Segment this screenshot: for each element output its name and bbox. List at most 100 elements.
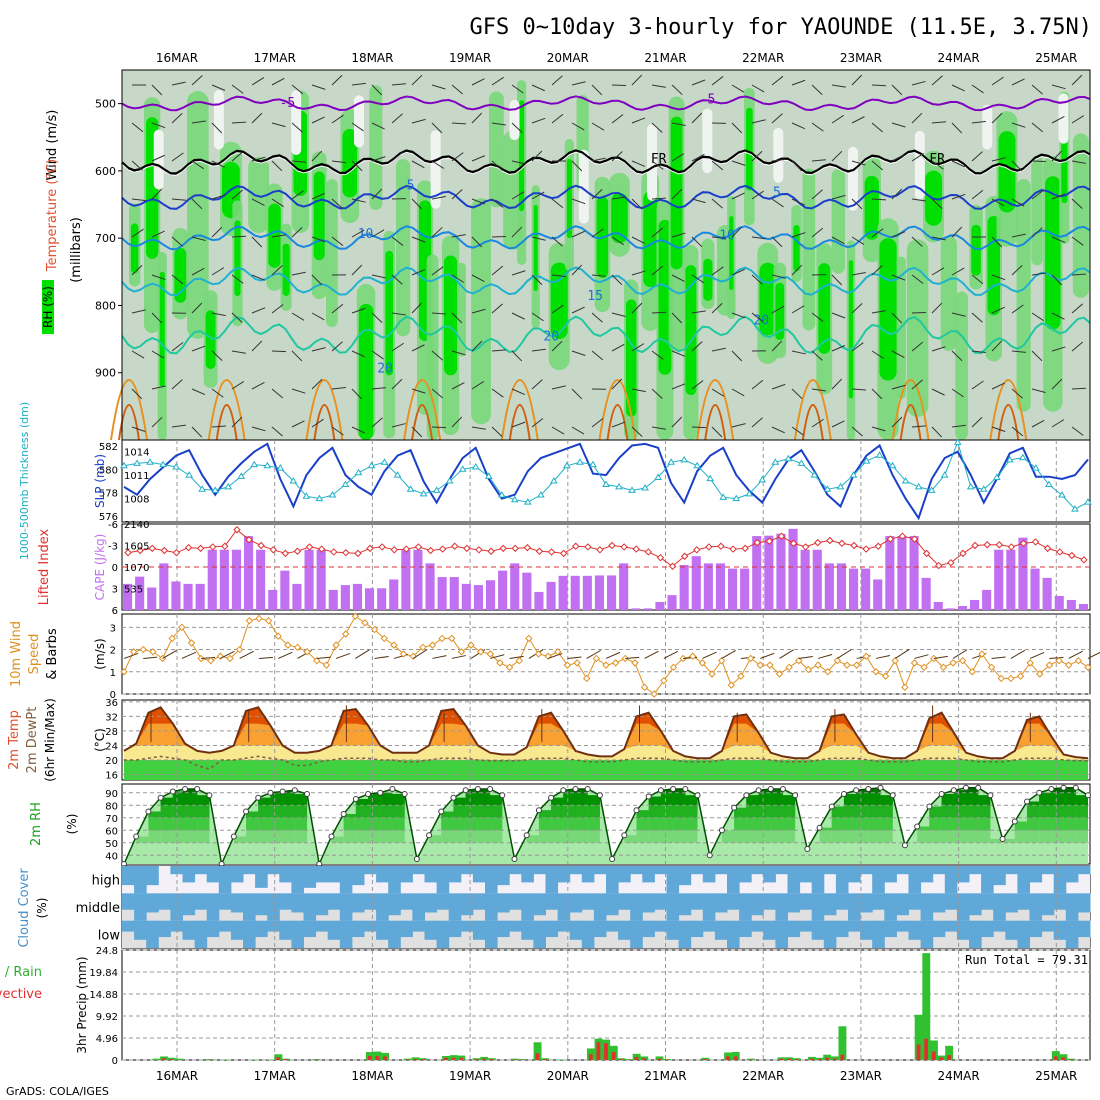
cloud-bar-low	[436, 920, 450, 948]
li-point	[1019, 539, 1028, 548]
wind-barb	[631, 117, 646, 124]
wind10-point	[1016, 672, 1025, 680]
li-point	[499, 544, 507, 553]
wind-barb	[831, 84, 846, 88]
wind-barb	[491, 198, 504, 208]
wind-barb	[691, 310, 706, 314]
wind-barb	[951, 388, 964, 398]
thickness-point	[172, 462, 180, 470]
contour-label: 10	[358, 227, 374, 242]
wind-barb	[451, 152, 464, 162]
wind10-point	[332, 641, 340, 649]
cape-bar	[861, 568, 871, 610]
cloud-bar-middle	[364, 893, 377, 910]
precip-convective-bar	[596, 1042, 601, 1060]
wind-barb	[211, 267, 225, 276]
wind-barb	[211, 350, 223, 361]
cape-bar	[691, 556, 701, 610]
wind10-point	[708, 670, 716, 678]
li-point	[862, 545, 870, 553]
temp-contour-25	[989, 379, 1028, 441]
wind-barb	[451, 234, 466, 238]
cloud-bar-high	[291, 866, 304, 894]
thickness-tick-label: 582	[99, 442, 118, 453]
wind-barb	[811, 418, 824, 428]
thickness-point	[875, 451, 884, 458]
wind-barb	[591, 274, 606, 277]
wind-barb	[851, 342, 864, 352]
wind-barb	[151, 416, 163, 428]
thickness-point	[159, 460, 167, 468]
precip-total-bar	[533, 1042, 542, 1060]
li-point	[559, 549, 568, 558]
thickness-point	[393, 471, 402, 478]
cloud-bar-middle	[557, 893, 571, 921]
wind-barb	[631, 388, 646, 393]
wind10-point	[901, 683, 909, 692]
precip-total-bar	[929, 1040, 938, 1060]
precip-convective-bar	[444, 1057, 448, 1060]
wind-barb	[131, 198, 146, 202]
rh-mid-area	[1072, 133, 1089, 298]
wind-barb	[271, 388, 284, 399]
wind-barb	[951, 312, 966, 317]
rh2-point	[609, 856, 616, 862]
wind10-point	[824, 668, 832, 676]
cloud-bar-middle	[1041, 893, 1055, 916]
rh-high-area	[205, 310, 216, 369]
wind-barb	[271, 77, 285, 86]
wind-barb	[231, 121, 247, 124]
rh2-shade	[477, 789, 491, 793]
wind-barb	[491, 426, 503, 437]
rh2-shade	[660, 790, 674, 793]
rh2-point	[621, 832, 628, 839]
wind-barb	[551, 236, 563, 247]
li-point	[330, 548, 338, 556]
thickness-point	[380, 458, 389, 465]
rh2-shade	[197, 795, 210, 806]
cape-bar	[292, 583, 302, 610]
cloud-bar-middle	[714, 893, 728, 913]
thickness-point	[823, 485, 832, 492]
cloud-bar-high	[436, 866, 450, 894]
wind-barb	[591, 312, 603, 323]
wind-barb	[331, 160, 346, 164]
rh-dry-area	[153, 129, 164, 190]
cloud-bar-middle	[1053, 893, 1067, 910]
cloud-bar-low	[799, 920, 813, 932]
wind-barb	[531, 84, 545, 92]
wind-barb	[531, 274, 543, 286]
rh2-point	[1023, 798, 1030, 805]
cape-tick-label: 535	[124, 585, 143, 596]
cloud-bar-low	[339, 920, 353, 948]
cloud-bar-low	[218, 920, 232, 932]
precip-convective-bar	[931, 1051, 936, 1060]
li-point	[233, 526, 241, 534]
rh-high-area	[282, 243, 290, 296]
wind-barb	[511, 388, 526, 396]
wind-barb	[951, 267, 965, 276]
wind-barb	[1051, 419, 1065, 428]
cloud-bar-low	[509, 920, 522, 932]
rh2-shade	[526, 835, 539, 843]
wind-barb	[611, 343, 625, 352]
cloud-bar-middle	[339, 893, 353, 921]
cloud-bar-middle	[472, 893, 486, 910]
rh-mid-area	[248, 157, 270, 233]
cloud-bar-high	[1065, 866, 1079, 883]
cape-bar	[280, 570, 290, 610]
wind-barb	[391, 378, 403, 390]
wind10-barb	[1029, 652, 1045, 659]
temp-tick-label: 32	[105, 712, 118, 723]
cape-bar	[607, 575, 617, 610]
cape-bar	[207, 549, 217, 610]
wind-barb	[491, 160, 503, 171]
wind10-point	[698, 659, 707, 667]
wind10-point	[534, 650, 543, 658]
chart-title: GFS 0~10day 3-hourly for YAOUNDE (11.5E,…	[469, 15, 1092, 40]
wind10-point	[920, 663, 928, 672]
rh2-point	[548, 794, 555, 801]
li-point	[656, 553, 665, 562]
li-point	[209, 543, 217, 551]
cloud-bar-middle	[763, 893, 776, 910]
